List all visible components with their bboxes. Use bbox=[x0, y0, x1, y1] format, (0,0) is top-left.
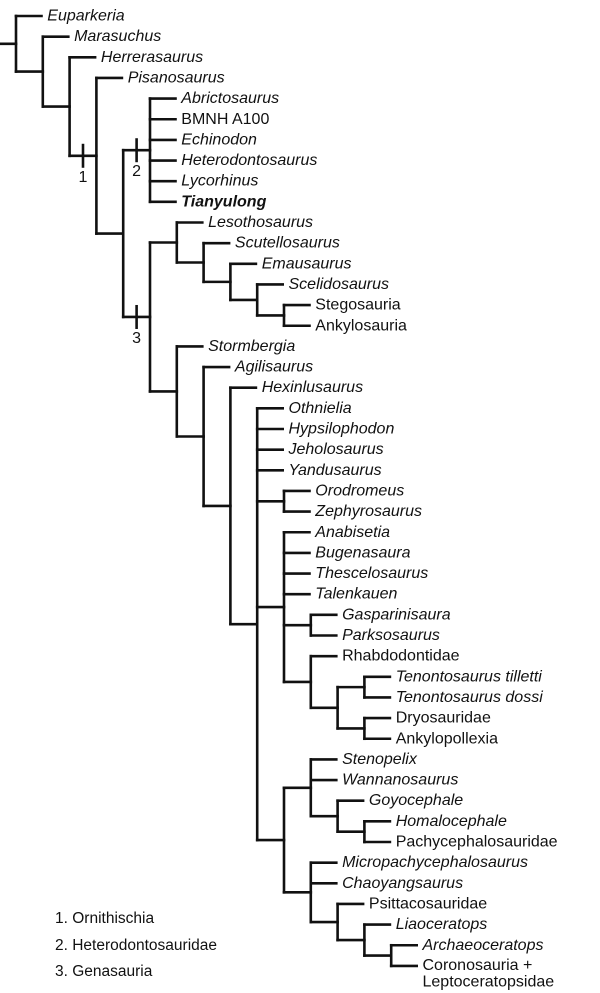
taxon-label: Euparkeria bbox=[47, 8, 124, 25]
taxon-label: Talenkauen bbox=[315, 586, 397, 603]
taxon-label: Psittacosauridae bbox=[369, 895, 487, 912]
taxon-label: Ankylopollexia bbox=[396, 730, 498, 747]
taxon-label: Pisanosaurus bbox=[128, 69, 225, 86]
taxon-label: Tenontosaurus dossi bbox=[396, 689, 544, 706]
taxon-label: Lesothosaurus bbox=[208, 214, 313, 231]
taxon-label: Rhabdodontidae bbox=[342, 648, 460, 665]
taxon-label: Wannanosaurus bbox=[342, 772, 458, 789]
taxon-label: Emausaurus bbox=[262, 255, 352, 272]
taxon-label: Orodromeus bbox=[315, 482, 404, 499]
taxon-label: Archaeoceratops bbox=[422, 937, 544, 954]
taxon-label: Homalocephale bbox=[396, 813, 507, 830]
clade-tick-number: 1 bbox=[79, 169, 88, 186]
taxon-label: Stormbergia bbox=[208, 338, 295, 355]
taxon-label: Zephyrosaurus bbox=[314, 503, 422, 520]
taxon-label: Lycorhinus bbox=[181, 173, 258, 190]
taxon-label: Hypsilophodon bbox=[289, 421, 395, 438]
taxon-label: Abrictosaurus bbox=[180, 90, 279, 107]
taxon-label: Anabisetia bbox=[314, 524, 390, 541]
taxon-label: Echinodon bbox=[181, 131, 257, 148]
clade-tick-number: 2 bbox=[132, 163, 141, 180]
taxon-label: Thescelosaurus bbox=[315, 565, 428, 582]
taxon-label: Heterodontosaurus bbox=[181, 152, 317, 169]
legend-item-ornithischia: 1. Ornithischia bbox=[55, 910, 155, 927]
taxon-label: Agilisaurus bbox=[234, 359, 313, 376]
taxon-label: Gasparinisaura bbox=[342, 606, 451, 623]
clade-tick-number: 3 bbox=[132, 330, 141, 347]
taxon-label: Marasuchus bbox=[74, 28, 161, 45]
taxon-label: Herrerasaurus bbox=[101, 49, 203, 66]
taxon-label: Othnielia bbox=[289, 400, 352, 417]
clade-legend: 1. Ornithischia 2. Heterodontosauridae 3… bbox=[55, 906, 217, 986]
taxon-label: Pachycephalosauridae bbox=[396, 834, 558, 851]
taxon-label: Tianyulong bbox=[181, 193, 266, 210]
taxon-label: Stenopelix bbox=[342, 751, 418, 768]
taxon-label: Goyocephale bbox=[369, 792, 463, 809]
taxon-label: Dryosauridae bbox=[396, 710, 491, 727]
taxon-label: Yandusaurus bbox=[289, 462, 382, 479]
taxon-label: Scelidosaurus bbox=[289, 276, 390, 293]
taxon-label: Parksosaurus bbox=[342, 627, 440, 644]
taxon-label: Liaoceratops bbox=[396, 916, 488, 933]
taxon-label: Bugenasaura bbox=[315, 544, 410, 561]
taxon-label: Scutellosaurus bbox=[235, 235, 340, 252]
taxon-label: Hexinlusaurus bbox=[262, 379, 363, 396]
taxon-label: Stegosauria bbox=[315, 297, 400, 314]
taxon-label: Coronosauria + Leptoceratopsidae bbox=[423, 956, 555, 990]
legend-item-heterodontosauridae: 2. Heterodontosauridae bbox=[55, 936, 218, 954]
taxon-label: Tenontosaurus tilletti bbox=[396, 668, 543, 685]
taxon-label: Ankylosauria bbox=[315, 317, 407, 334]
taxon-label: Jeholosaurus bbox=[288, 441, 384, 458]
legend-item-genasauria: 3. Genasauria bbox=[55, 963, 153, 980]
taxon-label: BMNH A100 bbox=[181, 111, 269, 128]
taxon-label: Chaoyangsaurus bbox=[342, 875, 463, 892]
taxon-label: Micropachycephalosaurus bbox=[342, 854, 528, 871]
